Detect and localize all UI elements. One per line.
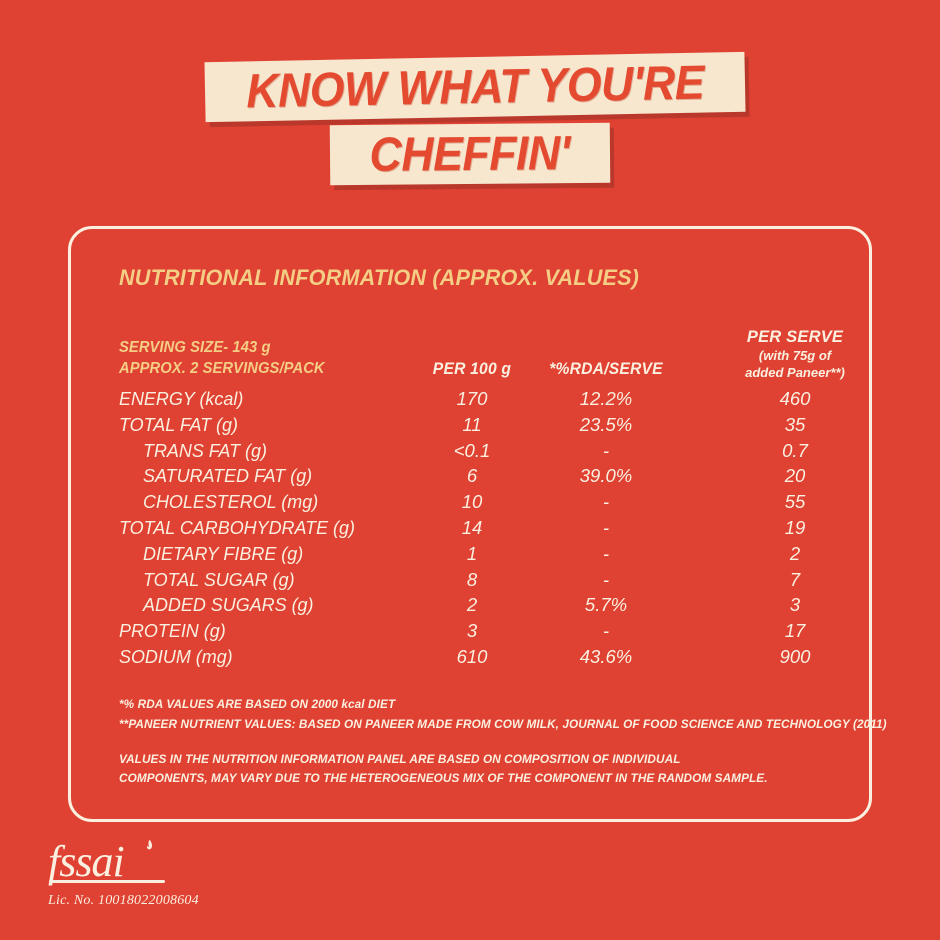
per-serve-subtitle-line1: (with 75g of	[758, 348, 832, 364]
nutrient-value-rda: 12.2%	[579, 388, 633, 409]
footnotes-section: *% RDA VALUES ARE BASED ON 2000 kcal DIE…	[119, 694, 887, 788]
headline-banner-group: KNOW WHAT YOU'RE CHEFFIN'	[0, 0, 940, 215]
column-header-rda-per-serve: *%RDA/SERVE	[549, 360, 663, 378]
nutrient-value-rda: -	[602, 620, 610, 642]
nutrient-value-per-serve: 3	[789, 594, 801, 616]
nutrient-value-rda: 43.6%	[579, 645, 633, 667]
nutrient-value-per-100g: 610	[456, 645, 488, 667]
nutrition-table-body: ENERGY (kcal) 170 12.2% 460 TOTAL FAT (g) 11 2…	[119, 388, 825, 672]
nutrient-value-rda: 23.5%	[579, 413, 633, 435]
per-serve-subtitle-line2: added Paneer**)	[745, 365, 845, 381]
nutrient-row: TOTAL FAT (g) 11 23.5% 35	[119, 414, 825, 440]
nutrient-value-per-100g: 8	[466, 568, 478, 590]
nutrient-value-per-serve: 2	[789, 542, 801, 564]
nutrient-value-per-100g: 11	[462, 413, 482, 435]
nutrient-value-rda: -	[602, 439, 610, 461]
fssai-wordmark: fssai	[48, 837, 125, 886]
nutrient-value-per-100g: 14	[461, 516, 483, 538]
nutrient-value-per-100g: 2	[466, 594, 478, 616]
nutrient-label: TOTAL SUGAR (g)	[143, 568, 295, 590]
nutrient-value-per-100g: <0.1	[453, 439, 491, 461]
nutrient-label: TRANS FAT (g)	[143, 439, 267, 461]
headline-banner-line-1: KNOW WHAT YOU'RE	[204, 51, 746, 123]
footnote-line: **PANEER NUTRIENT VALUES: BASED ON PANEE…	[119, 716, 887, 731]
nutrient-value-per-serve: 17	[784, 620, 806, 642]
panel-title: NUTRITIONAL INFORMATION (APPROX. VALUES)	[119, 265, 640, 290]
servings-per-pack-label: APPROX. 2 SERVINGS/PACK	[119, 359, 325, 377]
disclaimer-line: COMPONENTS, MAY VARY DUE TO THE HETEROGE…	[119, 770, 768, 785]
nutrient-label: CHOLESTEROL (mg)	[143, 491, 319, 513]
column-header-per-serve: PER SERVE (with 75g of added Paneer**)	[705, 328, 885, 381]
nutrient-value-per-serve: 460	[779, 388, 811, 409]
footnote-block-disclaimer: VALUES IN THE NUTRITION INFORMATION PANE…	[119, 750, 825, 788]
fssai-logo: fssai	[48, 840, 178, 886]
nutrient-label: TOTAL CARBOHYDRATE (g)	[119, 516, 355, 538]
nutrient-row: TOTAL CARBOHYDRATE (g) 14 - 19	[119, 517, 825, 543]
nutrient-value-per-100g: 1	[466, 542, 478, 564]
nutrient-value-rda: 39.0%	[579, 465, 633, 487]
nutrient-value-rda: -	[602, 542, 610, 564]
nutrient-value-per-serve: 19	[784, 516, 806, 538]
headline-text-line-2: CHEFFIN'	[369, 126, 571, 182]
nutrient-row: DIETARY FIBRE (g) 1 - 2	[119, 543, 825, 569]
nutrient-value-rda: 5.7%	[584, 594, 628, 616]
footnote-line: *% RDA VALUES ARE BASED ON 2000 kcal DIE…	[119, 696, 396, 711]
fssai-flame-icon	[147, 839, 153, 850]
nutrient-value-per-100g: 3	[466, 620, 478, 642]
serving-size-label: SERVING SIZE- 143 g	[119, 339, 271, 357]
nutrient-value-per-serve: 7	[789, 568, 801, 590]
footnote-block-references: *% RDA VALUES ARE BASED ON 2000 kcal DIE…	[119, 694, 887, 734]
headline-banner-line-2: CHEFFIN'	[329, 122, 611, 186]
nutrient-value-rda: -	[602, 568, 610, 590]
nutrient-label: PROTEIN (g)	[119, 620, 226, 642]
headline-text-line-1: KNOW WHAT YOU'RE	[245, 56, 705, 118]
serving-info: SERVING SIZE- 143 g APPROX. 2 SERVINGS/P…	[119, 338, 325, 379]
fssai-underline	[49, 880, 165, 883]
nutrient-row: SODIUM (mg) 610 43.6% 900	[119, 646, 825, 672]
nutrient-label: SATURATED FAT (g)	[143, 465, 313, 487]
column-header-per-100g: PER 100 g	[432, 360, 512, 378]
nutrient-row: PROTEIN (g) 3 - 17	[119, 620, 825, 646]
nutrient-value-per-serve: 55	[784, 491, 806, 513]
nutrition-panel: NUTRITIONAL INFORMATION (APPROX. VALUES)…	[68, 226, 887, 822]
nutrient-label: TOTAL FAT (g)	[119, 413, 238, 435]
nutrient-label: SODIUM (mg)	[119, 645, 233, 667]
fssai-block: fssai Lic. No. 10018022008604	[48, 840, 199, 909]
nutrient-label: ADDED SUGARS (g)	[143, 594, 314, 616]
nutrient-value-per-100g: 170	[456, 388, 488, 409]
disclaimer-line: VALUES IN THE NUTRITION INFORMATION PANE…	[119, 751, 681, 766]
fssai-license-number: Lic. No. 10018022008604	[48, 893, 199, 908]
nutrient-value-per-serve: 20	[784, 465, 806, 487]
nutrient-value-per-100g: 10	[461, 491, 483, 513]
nutrition-table-header: SERVING SIZE- 143 g APPROX. 2 SERVINGS/P…	[119, 317, 845, 380]
per-serve-title: PER SERVE	[746, 328, 844, 347]
nutrient-row: SATURATED FAT (g) 6 39.0% 20	[119, 465, 825, 491]
nutrient-label: DIETARY FIBRE (g)	[143, 542, 304, 564]
nutrient-row: ADDED SUGARS (g) 2 5.7% 3	[119, 594, 825, 620]
nutrient-row: TOTAL SUGAR (g) 8 - 7	[119, 569, 825, 595]
nutrient-value-per-serve: 0.7	[782, 439, 808, 461]
nutrient-label: ENERGY (kcal)	[119, 388, 244, 409]
nutrient-row: ENERGY (kcal) 170 12.2% 460	[119, 388, 825, 414]
nutrient-row: TRANS FAT (g) <0.1 - 0.7	[119, 440, 825, 466]
nutrient-value-rda: -	[602, 491, 610, 513]
nutrient-value-rda: -	[602, 516, 610, 538]
nutrient-value-per-100g: 6	[466, 465, 478, 487]
nutrient-row: CHOLESTEROL (mg) 10 - 55	[119, 491, 825, 517]
nutrient-value-per-serve: 35	[784, 413, 806, 435]
nutrient-value-per-serve: 900	[779, 645, 811, 667]
